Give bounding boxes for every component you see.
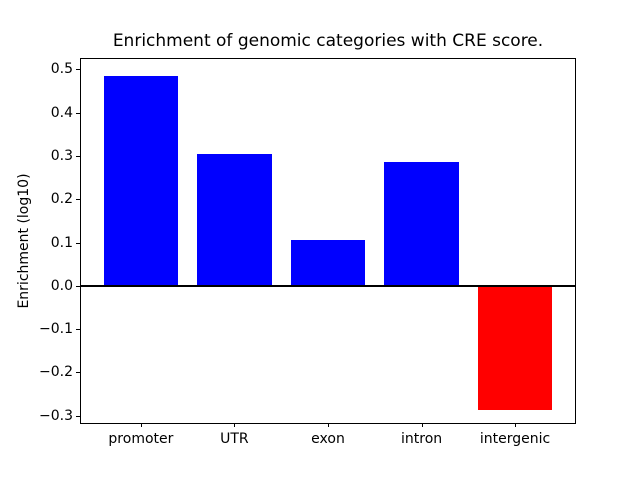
bar-exon xyxy=(290,239,366,286)
y-tick-mark xyxy=(76,415,80,417)
x-tick-mark xyxy=(140,423,142,427)
y-tick-mark xyxy=(76,242,80,244)
y-tick-label: 0.2 xyxy=(50,191,73,208)
y-tick-mark xyxy=(76,285,80,287)
y-tick-label: 0.0 xyxy=(50,277,73,294)
y-tick-label: 0.3 xyxy=(50,148,73,164)
y-tick-mark xyxy=(76,156,80,157)
x-tick-label: promoter xyxy=(108,431,174,447)
plot-area: 0.5 0.4 0.3 0.2 0.1 0.0 −0.1 −0.2 −0.3 promoter UT… xyxy=(39,58,576,447)
bar-UTR xyxy=(197,153,272,286)
x-tick-mark xyxy=(234,423,236,427)
y-tick-mark xyxy=(76,329,80,331)
y-tick-label: 0.5 xyxy=(50,61,73,78)
y-tick-label: −0.1 xyxy=(39,321,73,338)
bar-intron xyxy=(384,162,459,286)
bar-intergenic xyxy=(477,285,553,411)
x-tick-mark xyxy=(421,423,423,427)
y-tick-mark xyxy=(76,372,80,374)
y-tick-label: −0.2 xyxy=(39,364,73,381)
chart-title: Enrichment of genomic categories with CR… xyxy=(112,31,544,51)
x-tick-label: intergenic xyxy=(479,431,551,447)
y-tick-label: 0.4 xyxy=(50,104,73,121)
x-tick-label: exon xyxy=(311,431,345,447)
bar-promoter xyxy=(103,75,179,286)
y-tick-label: −0.3 xyxy=(39,407,73,424)
y-tick-mark xyxy=(76,69,80,71)
y-tick-mark xyxy=(76,199,80,201)
x-tick-mark xyxy=(515,423,517,427)
x-tick-label: UTR xyxy=(220,431,249,447)
x-tick-mark xyxy=(328,423,329,427)
y-tick-mark xyxy=(76,112,80,114)
y-tick-label: 0.1 xyxy=(50,234,73,251)
x-tick-label: intron xyxy=(401,431,443,447)
zero-line xyxy=(81,284,575,287)
